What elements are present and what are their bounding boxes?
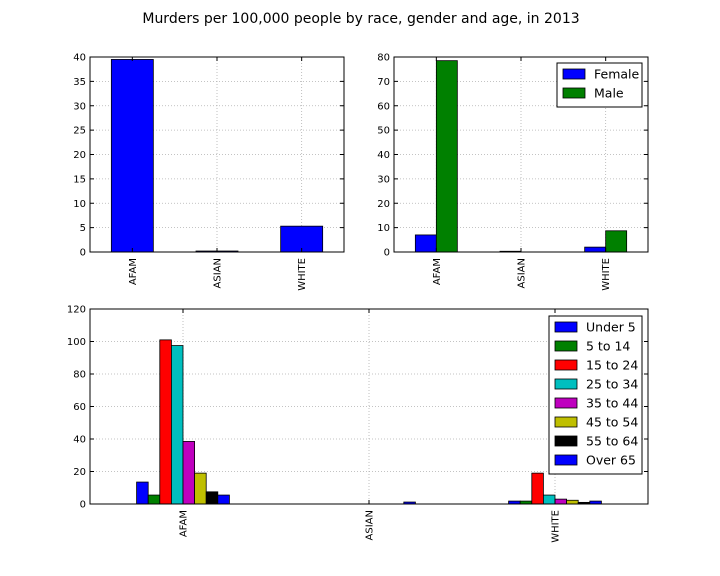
bar [205,491,219,505]
bar [136,481,149,505]
y-tick-label: 80 [377,53,390,64]
bar [147,494,161,505]
x-tick-label: WHITE [551,510,562,543]
y-tick-label: 60 [73,402,86,413]
bar [543,494,556,505]
bar [170,345,184,505]
legend: Female Male [556,62,643,108]
legend-swatch [554,416,578,428]
legend-swatch [562,68,586,80]
bar [159,339,172,505]
bar [435,60,458,253]
y-tick-label: 30 [377,174,390,185]
chart-race: 0 5 10 15 20 25 30 35 40 AFAM ASIAN WHITE [73,53,345,291]
legend-label: Over 65 [586,453,636,468]
bar [414,234,437,253]
y-tick-label: 20 [73,467,86,478]
legend-label: 5 to 14 [586,339,630,354]
legend-label: 15 to 24 [586,358,638,373]
y-tick-label: 5 [80,223,86,234]
y-tick-label: 40 [377,150,390,161]
y-tick-label: 10 [377,223,390,234]
figure-title: Murders per 100,000 people by race, gend… [142,11,579,27]
legend-label: 25 to 34 [586,377,638,392]
bar [110,59,154,253]
y-tick-label: 20 [377,199,390,210]
x-tick-label: ASIAN [365,510,376,540]
x-tick-label: ASIAN [517,258,528,288]
y-tick-label: 60 [377,101,390,112]
y-tick-label: 0 [384,248,390,259]
bar [584,246,607,253]
y-tick-label: 70 [377,77,390,88]
y-tick-label: 0 [80,248,86,259]
legend-swatch [554,378,578,390]
legend-swatch [554,321,578,333]
legend-label: 45 to 54 [586,415,638,430]
legend-label: Female [594,67,640,82]
legend-swatch [554,359,578,371]
y-tick-label: 0 [80,500,86,511]
legend: Under 5 5 to 14 15 to 24 25 to 34 35 to 44 45… [548,315,643,475]
y-tick-label: 35 [73,77,86,88]
y-tick-label: 40 [73,53,86,64]
y-tick-label: 120 [67,305,86,316]
legend-swatch [554,454,578,466]
bar [217,494,230,505]
x-tick-label: WHITE [297,258,308,291]
legend-swatch [554,340,578,352]
legend-label: 55 to 64 [586,434,638,449]
legend-swatch [562,87,586,99]
bar [566,499,579,505]
y-tick-label: 20 [73,150,86,161]
legend-label: Under 5 [586,320,636,335]
y-tick-label: 40 [73,435,86,446]
x-tick-label: AFAM [128,258,139,285]
y-tick-label: 25 [73,126,86,137]
bar [182,441,196,505]
legend-label: Male [594,86,624,101]
x-tick-label: AFAM [179,510,190,537]
x-tick-label: WHITE [601,258,612,291]
bar [531,472,544,505]
y-tick-label: 100 [67,337,86,348]
bar [280,225,324,253]
y-tick-label: 30 [73,101,86,112]
bar [605,230,628,253]
y-tick-label: 10 [73,199,86,210]
y-tick-label: 50 [377,126,390,137]
chart-age: 0 20 40 60 80 100 120 AFAM ASIAN WHITE Under 5 5 to… [67,305,649,543]
bar [194,472,207,505]
x-tick-label: AFAM [432,258,443,285]
legend-swatch [554,435,578,447]
y-tick-label: 15 [73,174,86,185]
legend-swatch [554,397,578,409]
y-tick-label: 80 [73,370,86,381]
bar [554,498,568,505]
legend-label: 35 to 44 [586,396,638,411]
chart-gender: 0 10 20 30 40 50 60 70 80 AFAM ASIAN WHITE Female Mal… [377,53,649,291]
x-tick-label: ASIAN [213,258,224,288]
